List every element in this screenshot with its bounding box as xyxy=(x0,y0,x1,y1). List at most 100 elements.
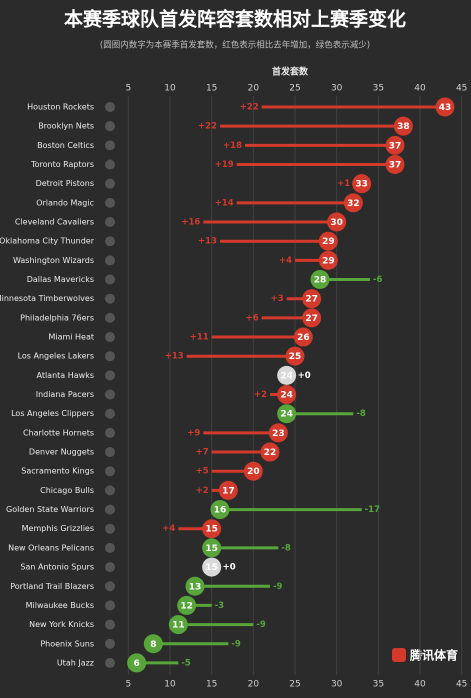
value-dot xyxy=(302,308,322,328)
x-tick-label: 25 xyxy=(289,84,300,94)
x-tick-label: 40 xyxy=(414,680,426,690)
value-dot xyxy=(177,595,197,615)
change-label: +7 xyxy=(196,448,209,458)
x-tick-label: 15 xyxy=(206,84,217,94)
value-label: 37 xyxy=(389,141,402,151)
team-logo xyxy=(105,389,115,400)
team-label: Philadelphia 76ers xyxy=(20,313,94,322)
value-label: 28 xyxy=(314,276,327,286)
team-label: Phoenix Suns xyxy=(40,639,94,648)
value-label: 33 xyxy=(355,180,368,190)
value-dot xyxy=(268,423,288,443)
change-label: +0 xyxy=(298,371,311,381)
value-dot xyxy=(185,576,205,596)
team-label: Portland Trail Blazers xyxy=(10,582,94,591)
team-logo xyxy=(105,485,115,496)
value-dot xyxy=(202,557,222,577)
x-tick-label: 15 xyxy=(206,680,217,690)
change-label: -6 xyxy=(373,275,383,285)
change-label: +5 xyxy=(196,467,209,477)
value-dot xyxy=(143,634,163,654)
team-label: Los Angeles Lakers xyxy=(18,352,94,361)
team-label: Los Angeles Clippers xyxy=(11,409,94,418)
change-label: +11 xyxy=(190,333,209,343)
value-dot xyxy=(435,97,455,117)
x-tick-label: 35 xyxy=(373,680,384,690)
team-label: Brooklyn Nets xyxy=(38,122,94,131)
value-label: 15 xyxy=(205,544,218,554)
team-label: San Antonio Spurs xyxy=(20,563,94,572)
value-dot xyxy=(352,174,372,194)
chart-title: 本赛季球队首发阵容套数相对上赛季变化 xyxy=(64,8,406,31)
team-label: Atlanta Hawks xyxy=(36,371,94,380)
change-label: +4 xyxy=(162,524,175,534)
team-logo xyxy=(105,140,115,151)
team-logo xyxy=(105,657,115,668)
value-label: 22 xyxy=(264,448,277,458)
team-label: New York Knicks xyxy=(29,620,94,629)
watermark: 腾讯体育 xyxy=(409,648,458,663)
team-label: New Orleans Pelicans xyxy=(8,543,94,552)
value-label: 8 xyxy=(150,640,156,650)
x-tick-label: 30 xyxy=(331,84,343,94)
value-label: 12 xyxy=(180,601,193,611)
value-label: 38 xyxy=(397,122,410,132)
x-tick-label: 45 xyxy=(456,84,467,94)
x-tick-label: 40 xyxy=(414,84,426,94)
team-logo xyxy=(105,542,115,553)
change-label: -3 xyxy=(215,601,225,611)
team-label: Houston Rockets xyxy=(27,103,94,112)
x-tick-label: 25 xyxy=(289,680,300,690)
value-dot xyxy=(277,404,297,424)
team-label: Oklahoma City Thunder xyxy=(0,237,95,246)
team-label: Utah Jazz xyxy=(57,658,94,667)
value-dot xyxy=(385,155,405,175)
value-label: 27 xyxy=(305,295,318,305)
team-label: Boston Celtics xyxy=(37,141,94,150)
watermark-icon xyxy=(392,648,406,662)
team-logo xyxy=(105,236,115,247)
change-label: -9 xyxy=(256,620,266,630)
value-label: 29 xyxy=(322,256,335,266)
value-dot xyxy=(385,135,405,155)
team-logo xyxy=(105,562,115,573)
value-label: 29 xyxy=(322,237,335,247)
change-label: -5 xyxy=(181,658,191,668)
team-logo xyxy=(105,370,115,381)
team-logo xyxy=(105,447,115,458)
team-label: Cleveland Cavaliers xyxy=(15,218,94,227)
team-logo xyxy=(105,293,115,304)
value-dot xyxy=(318,250,338,270)
team-logo xyxy=(105,523,115,534)
change-label: +1 xyxy=(337,179,350,189)
team-logo xyxy=(105,466,115,477)
value-dot xyxy=(393,116,413,136)
change-label: +9 xyxy=(187,428,200,438)
value-label: 24 xyxy=(280,391,293,401)
change-label: +13 xyxy=(198,237,217,247)
team-label: Washington Wizards xyxy=(13,256,94,265)
change-label: -8 xyxy=(356,409,366,419)
team-label: Miami Heat xyxy=(48,333,94,342)
change-label: +2 xyxy=(196,486,209,496)
value-dot xyxy=(243,461,263,481)
change-label: +6 xyxy=(246,313,259,323)
value-dot xyxy=(293,327,313,347)
x-tick-label: 10 xyxy=(164,680,176,690)
value-label: 6 xyxy=(134,659,140,669)
team-label: Minnesota Timberwolves xyxy=(0,294,94,303)
value-label: 15 xyxy=(205,563,218,573)
value-label: 15 xyxy=(205,525,218,535)
value-label: 27 xyxy=(305,314,318,324)
change-label: +3 xyxy=(271,294,284,304)
team-logo xyxy=(105,102,115,112)
value-dot xyxy=(277,385,297,405)
team-logo xyxy=(105,427,115,438)
team-logo xyxy=(105,619,115,630)
value-dot xyxy=(277,365,297,385)
value-label: 20 xyxy=(247,467,260,477)
value-label: 16 xyxy=(214,506,227,516)
change-label: -8 xyxy=(281,543,291,553)
change-label: -17 xyxy=(365,505,380,515)
